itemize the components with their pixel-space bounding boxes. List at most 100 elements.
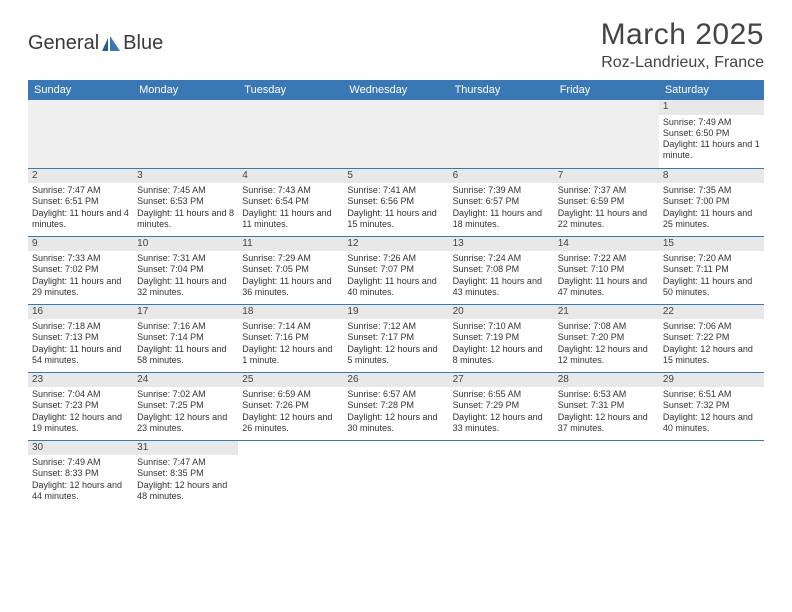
- calendar-cell: 6Sunrise: 7:39 AMSunset: 6:57 PMDaylight…: [449, 168, 554, 236]
- sunset-text: Sunset: 6:54 PM: [242, 196, 339, 207]
- daylight-text: Daylight: 11 hours and 43 minutes.: [453, 276, 550, 299]
- calendar-row: 2Sunrise: 7:47 AMSunset: 6:51 PMDaylight…: [28, 168, 764, 236]
- daylight-text: Daylight: 11 hours and 50 minutes.: [663, 276, 760, 299]
- sunset-text: Sunset: 7:20 PM: [558, 332, 655, 343]
- day-header: Tuesday: [238, 80, 343, 100]
- calendar-cell: 21Sunrise: 7:08 AMSunset: 7:20 PMDayligh…: [554, 304, 659, 372]
- sunset-text: Sunset: 7:11 PM: [663, 264, 760, 275]
- daylight-text: Daylight: 11 hours and 11 minutes.: [242, 208, 339, 231]
- sunset-text: Sunset: 7:10 PM: [558, 264, 655, 275]
- daylight-text: Daylight: 11 hours and 29 minutes.: [32, 276, 129, 299]
- sunrise-text: Sunrise: 7:41 AM: [347, 185, 444, 196]
- calendar-cell: 25Sunrise: 6:59 AMSunset: 7:26 PMDayligh…: [238, 372, 343, 440]
- calendar-cell: 23Sunrise: 7:04 AMSunset: 7:23 PMDayligh…: [28, 372, 133, 440]
- sunrise-text: Sunrise: 6:51 AM: [663, 389, 760, 400]
- sunrise-text: Sunrise: 7:33 AM: [32, 253, 129, 264]
- daylight-text: Daylight: 12 hours and 33 minutes.: [453, 412, 550, 435]
- sunset-text: Sunset: 6:57 PM: [453, 196, 550, 207]
- daylight-text: Daylight: 12 hours and 15 minutes.: [663, 344, 760, 367]
- sunset-text: Sunset: 7:25 PM: [137, 400, 234, 411]
- day-number: 25: [238, 373, 343, 388]
- sunrise-text: Sunrise: 7:29 AM: [242, 253, 339, 264]
- header: General Blue March 2025 Roz-Landrieux, F…: [28, 18, 764, 72]
- calendar-cell: 7Sunrise: 7:37 AMSunset: 6:59 PMDaylight…: [554, 168, 659, 236]
- day-number: 6: [449, 169, 554, 184]
- day-number: 19: [343, 305, 448, 320]
- calendar-cell: [554, 440, 659, 508]
- sunset-text: Sunset: 7:28 PM: [347, 400, 444, 411]
- day-number: 2: [28, 169, 133, 184]
- calendar-table: Sunday Monday Tuesday Wednesday Thursday…: [28, 80, 764, 508]
- daylight-text: Daylight: 12 hours and 23 minutes.: [137, 412, 234, 435]
- day-number: 7: [554, 169, 659, 184]
- day-number: 10: [133, 237, 238, 252]
- calendar-cell: [554, 100, 659, 168]
- calendar-cell: [659, 440, 764, 508]
- sunset-text: Sunset: 7:04 PM: [137, 264, 234, 275]
- calendar-cell: 15Sunrise: 7:20 AMSunset: 7:11 PMDayligh…: [659, 236, 764, 304]
- daylight-text: Daylight: 12 hours and 8 minutes.: [453, 344, 550, 367]
- daylight-text: Daylight: 11 hours and 4 minutes.: [32, 208, 129, 231]
- calendar-cell: [28, 100, 133, 168]
- daylight-text: Daylight: 11 hours and 1 minute.: [663, 139, 760, 162]
- sunset-text: Sunset: 7:17 PM: [347, 332, 444, 343]
- day-number: 16: [28, 305, 133, 320]
- calendar-cell: 17Sunrise: 7:16 AMSunset: 7:14 PMDayligh…: [133, 304, 238, 372]
- calendar-cell: [449, 100, 554, 168]
- daylight-text: Daylight: 12 hours and 19 minutes.: [32, 412, 129, 435]
- daylight-text: Daylight: 11 hours and 8 minutes.: [137, 208, 234, 231]
- calendar-cell: 18Sunrise: 7:14 AMSunset: 7:16 PMDayligh…: [238, 304, 343, 372]
- calendar-row: 23Sunrise: 7:04 AMSunset: 7:23 PMDayligh…: [28, 372, 764, 440]
- calendar-cell: [343, 100, 448, 168]
- sunset-text: Sunset: 7:07 PM: [347, 264, 444, 275]
- sunrise-text: Sunrise: 7:45 AM: [137, 185, 234, 196]
- sunset-text: Sunset: 6:50 PM: [663, 128, 760, 139]
- day-number: 14: [554, 237, 659, 252]
- day-number: 15: [659, 237, 764, 252]
- sunrise-text: Sunrise: 7:49 AM: [32, 457, 129, 468]
- sunset-text: Sunset: 7:13 PM: [32, 332, 129, 343]
- calendar-cell: 31Sunrise: 7:47 AMSunset: 8:35 PMDayligh…: [133, 440, 238, 508]
- sunrise-text: Sunrise: 7:06 AM: [663, 321, 760, 332]
- sunrise-text: Sunrise: 7:16 AM: [137, 321, 234, 332]
- calendar-cell: 10Sunrise: 7:31 AMSunset: 7:04 PMDayligh…: [133, 236, 238, 304]
- calendar-row: 9Sunrise: 7:33 AMSunset: 7:02 PMDaylight…: [28, 236, 764, 304]
- daylight-text: Daylight: 12 hours and 48 minutes.: [137, 480, 234, 503]
- sunset-text: Sunset: 7:29 PM: [453, 400, 550, 411]
- calendar-cell: [343, 440, 448, 508]
- calendar-cell: 22Sunrise: 7:06 AMSunset: 7:22 PMDayligh…: [659, 304, 764, 372]
- sunrise-text: Sunrise: 7:04 AM: [32, 389, 129, 400]
- calendar-cell: [449, 440, 554, 508]
- day-header: Saturday: [659, 80, 764, 100]
- daylight-text: Daylight: 12 hours and 44 minutes.: [32, 480, 129, 503]
- sunrise-text: Sunrise: 7:43 AM: [242, 185, 339, 196]
- day-number: 5: [343, 169, 448, 184]
- sunrise-text: Sunrise: 7:10 AM: [453, 321, 550, 332]
- day-number: 27: [449, 373, 554, 388]
- day-number: 18: [238, 305, 343, 320]
- day-number: 30: [28, 441, 133, 456]
- calendar-cell: 30Sunrise: 7:49 AMSunset: 8:33 PMDayligh…: [28, 440, 133, 508]
- daylight-text: Daylight: 12 hours and 30 minutes.: [347, 412, 444, 435]
- day-number: 9: [28, 237, 133, 252]
- sunset-text: Sunset: 7:16 PM: [242, 332, 339, 343]
- calendar-cell: 5Sunrise: 7:41 AMSunset: 6:56 PMDaylight…: [343, 168, 448, 236]
- day-number: 23: [28, 373, 133, 388]
- sunset-text: Sunset: 7:19 PM: [453, 332, 550, 343]
- sunrise-text: Sunrise: 6:53 AM: [558, 389, 655, 400]
- sunset-text: Sunset: 7:08 PM: [453, 264, 550, 275]
- day-header-row: Sunday Monday Tuesday Wednesday Thursday…: [28, 80, 764, 100]
- calendar-cell: 2Sunrise: 7:47 AMSunset: 6:51 PMDaylight…: [28, 168, 133, 236]
- day-number: 11: [238, 237, 343, 252]
- daylight-text: Daylight: 12 hours and 40 minutes.: [663, 412, 760, 435]
- daylight-text: Daylight: 11 hours and 40 minutes.: [347, 276, 444, 299]
- calendar-cell: 12Sunrise: 7:26 AMSunset: 7:07 PMDayligh…: [343, 236, 448, 304]
- sunset-text: Sunset: 7:31 PM: [558, 400, 655, 411]
- sunrise-text: Sunrise: 7:47 AM: [32, 185, 129, 196]
- day-number: 24: [133, 373, 238, 388]
- calendar-cell: 9Sunrise: 7:33 AMSunset: 7:02 PMDaylight…: [28, 236, 133, 304]
- day-number: 31: [133, 441, 238, 456]
- sunrise-text: Sunrise: 7:49 AM: [663, 117, 760, 128]
- day-number: 4: [238, 169, 343, 184]
- daylight-text: Daylight: 11 hours and 54 minutes.: [32, 344, 129, 367]
